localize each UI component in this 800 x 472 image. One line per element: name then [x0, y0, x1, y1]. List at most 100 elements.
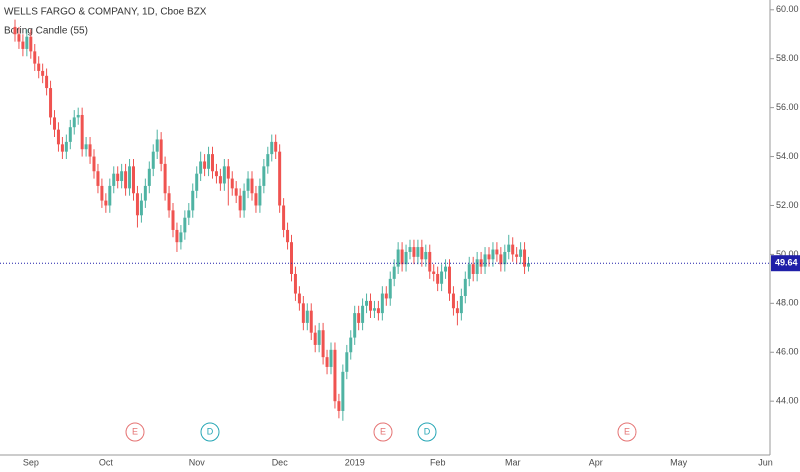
- candle-body: [246, 178, 250, 191]
- candle-body: [325, 357, 329, 367]
- candle-body: [400, 249, 404, 265]
- candle-body: [341, 371, 345, 411]
- candle-body: [191, 190, 195, 211]
- x-tick-label: Apr: [589, 457, 603, 467]
- candle-body: [317, 330, 321, 345]
- candle-body: [448, 266, 451, 294]
- y-tick-label: 60.00: [776, 4, 799, 14]
- y-tick-label: 50.00: [776, 249, 799, 259]
- candle-body: [436, 273, 440, 284]
- candle-body: [254, 193, 258, 206]
- candle-body: [17, 34, 21, 42]
- candle-body: [100, 185, 104, 201]
- x-tick-label: Sep: [23, 457, 39, 467]
- candle-body: [68, 127, 72, 142]
- candle-body: [388, 278, 392, 299]
- candle-body: [21, 41, 25, 49]
- candle-body: [41, 70, 45, 76]
- candle-body: [139, 200, 143, 216]
- last-price-box: [771, 255, 800, 272]
- x-tick-label: Feb: [430, 457, 446, 467]
- candle-body: [195, 173, 199, 191]
- candle-body: [369, 300, 372, 311]
- candle-body: [463, 278, 467, 296]
- candle-body: [143, 185, 147, 201]
- candle-body: [282, 205, 286, 230]
- candle-body: [459, 295, 463, 314]
- candle-body: [64, 141, 68, 152]
- candle-body: [234, 188, 238, 196]
- y-tick-label: 56.00: [776, 102, 799, 112]
- candle-body: [183, 217, 187, 233]
- candle-body: [207, 154, 211, 169]
- candle-body: [76, 114, 80, 118]
- x-tick-label: Nov: [189, 457, 206, 467]
- candle-body: [416, 247, 420, 257]
- candle-body: [199, 161, 203, 174]
- x-tick-label: Mar: [505, 457, 521, 467]
- candle-body: [365, 300, 369, 306]
- candle-body: [527, 263, 530, 267]
- candle-body: [432, 271, 436, 274]
- event-marker: [417, 422, 437, 442]
- candle-body: [218, 176, 222, 184]
- candle-body: [293, 273, 297, 294]
- event-label: D: [207, 426, 214, 436]
- candle-body: [361, 305, 365, 323]
- candle-body: [270, 141, 274, 155]
- event-label: E: [380, 426, 386, 436]
- candle-body: [155, 139, 159, 152]
- candle-body: [258, 185, 262, 206]
- candle-body: [321, 330, 325, 358]
- candle-body: [128, 166, 132, 189]
- indicator-label: Boring Candle (55): [4, 26, 88, 37]
- candle-body: [301, 303, 305, 323]
- candle-body: [250, 178, 254, 194]
- candle-body: [297, 293, 301, 304]
- candle-body: [84, 144, 88, 150]
- candle-body: [222, 166, 226, 184]
- candle-body: [124, 171, 128, 189]
- candle-body: [495, 249, 499, 255]
- candle-body: [523, 249, 527, 267]
- candle-body: [278, 151, 282, 206]
- candle-body: [163, 163, 167, 194]
- candle-body: [33, 51, 37, 64]
- candle-body: [511, 244, 515, 255]
- candle-body: [151, 151, 155, 169]
- candle-body: [424, 251, 428, 260]
- candle-body: [313, 332, 317, 345]
- candle-body: [203, 161, 207, 169]
- candle-body: [491, 249, 495, 260]
- candle-body: [309, 310, 313, 333]
- y-tick-label: 44.00: [776, 396, 799, 406]
- candle-body: [179, 232, 183, 243]
- candle-body: [353, 313, 357, 338]
- x-tick-label: 2019: [345, 457, 365, 467]
- candle-body: [45, 75, 49, 89]
- candle-body: [345, 352, 349, 372]
- event-marker: [200, 422, 220, 442]
- candle-body: [384, 293, 388, 299]
- candle-body: [262, 166, 266, 186]
- candle-body: [357, 313, 361, 323]
- candle-body: [230, 178, 234, 189]
- y-tick-label: 46.00: [776, 347, 799, 357]
- x-tick-label: May: [670, 457, 688, 467]
- last-price-label: 49.64: [775, 258, 798, 268]
- candle-body: [135, 193, 139, 216]
- candle-body: [290, 242, 293, 274]
- candle-body: [120, 171, 124, 182]
- candle-body: [266, 154, 270, 167]
- candle-body: [333, 349, 337, 402]
- candle-body: [211, 154, 214, 172]
- candle-body: [372, 308, 376, 311]
- y-tick-label: 58.00: [776, 53, 799, 63]
- candle-body: [444, 266, 448, 272]
- candle-body: [380, 293, 384, 314]
- candle-body: [274, 141, 278, 152]
- candle-body: [286, 229, 290, 243]
- candle-body: [412, 247, 416, 257]
